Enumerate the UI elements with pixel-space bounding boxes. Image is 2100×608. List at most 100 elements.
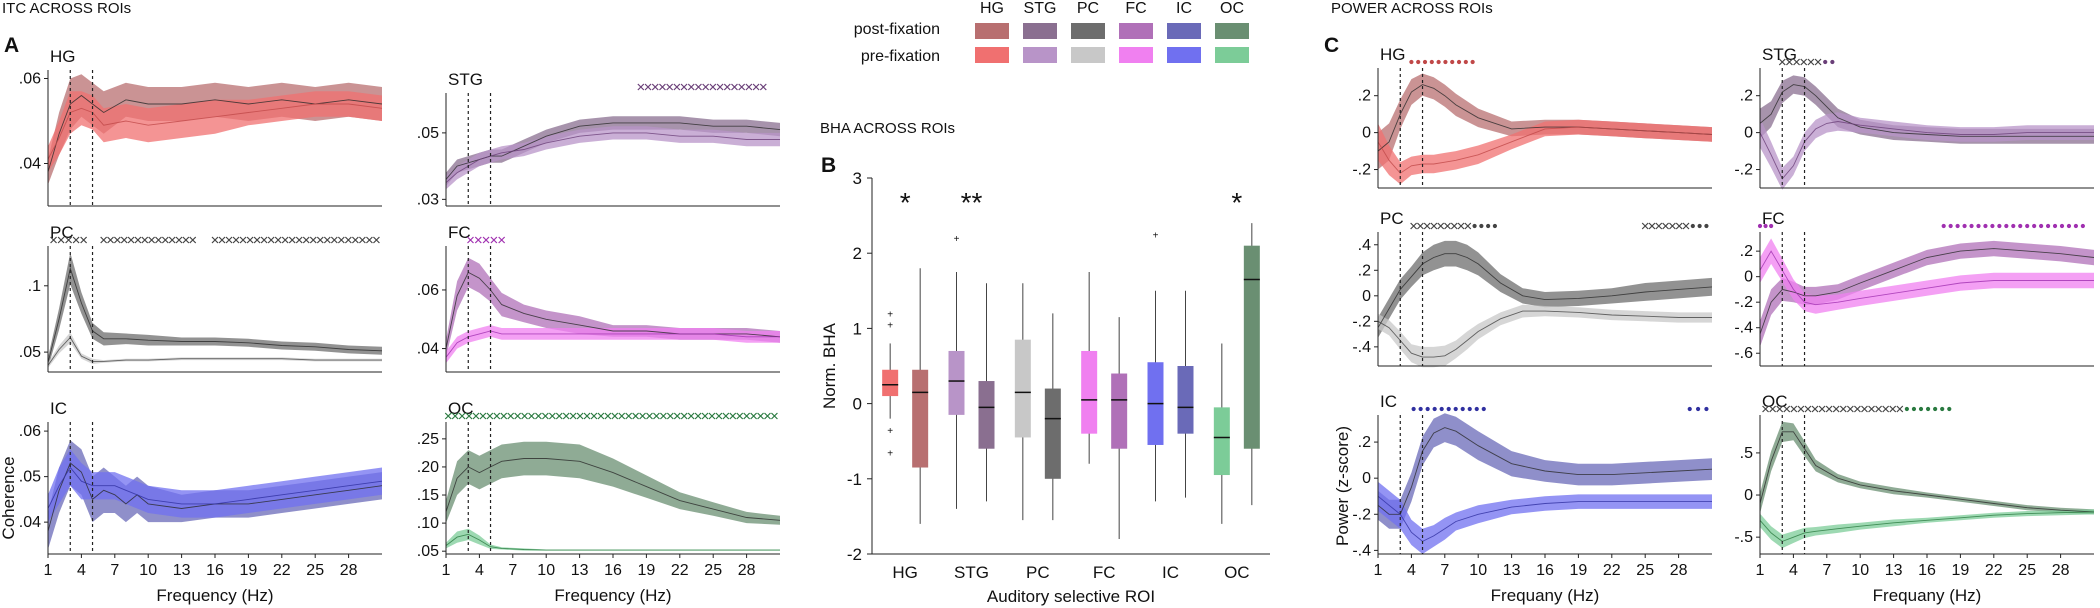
a-pc-sig-marker [65, 236, 73, 244]
c-ic-xtick-label: 13 [1503, 562, 1521, 579]
a-pc-sig-marker [281, 236, 289, 244]
c-ic-ytick-label: -.2 [1352, 506, 1371, 523]
a-ic-title: IC [50, 399, 67, 418]
c-ic-sig-marker [1467, 406, 1472, 412]
a-stg-sig-marker [738, 83, 746, 91]
c-ic-sig-marker [1453, 406, 1458, 412]
c-stg-line-post [1759, 84, 2094, 137]
c-stg-sig-marker [1785, 58, 1793, 66]
panel-b-xtick-label: STG [954, 563, 989, 582]
a-oc-sig-marker [659, 412, 667, 420]
a-oc-line-post [445, 458, 781, 521]
a-ic-ytick-label: .06 [19, 423, 41, 440]
a-stg-line-post [445, 122, 781, 180]
a-stg-sig-marker [695, 83, 702, 91]
c-pc-line-post [1377, 253, 1713, 328]
c-oc-line-post [1759, 431, 2095, 513]
legend-swatch-pre-fc [1119, 47, 1153, 63]
c-pc-sig-marker [1430, 222, 1438, 230]
legend-swatch-pre-oc [1215, 47, 1249, 63]
c-oc-sig-marker [1811, 405, 1819, 413]
c-oc-sig-marker [1875, 405, 1883, 413]
a-oc-sig-marker [479, 412, 487, 420]
a-oc-sig-marker [569, 412, 577, 420]
a-ic-xtick-label: 13 [173, 562, 191, 579]
a-stg-band-pre [446, 126, 780, 190]
c-oc-ytick-label: .5 [1740, 445, 1753, 462]
a-oc-sig-marker [625, 412, 633, 420]
a-pc-sig-marker [107, 236, 114, 244]
c-fc-title: FC [1762, 209, 1785, 228]
panel-b-significance: ** [961, 187, 983, 218]
c-hg-sig-marker [1416, 59, 1421, 65]
c-ic-sig-marker [1425, 406, 1430, 412]
c-oc-sig-marker [1933, 406, 1938, 412]
c-oc-xtick-label: 4 [1789, 562, 1798, 579]
c-fc-sig-marker [1969, 223, 1974, 229]
c-oc-sig-marker [1832, 405, 1840, 413]
a-stg-sig-marker [752, 83, 760, 91]
a-stg-sig-marker [637, 83, 645, 91]
panel-b-ytick-label: 0 [853, 395, 862, 414]
c-fc-ytick-label: -.4 [1734, 320, 1753, 337]
a-oc-sig-marker [611, 412, 619, 420]
a-oc-xtick-label: 10 [537, 562, 555, 579]
legend-roi-hg: HG [980, 0, 1004, 17]
c-hg-sig-marker [1436, 59, 1441, 65]
a-oc-sig-marker [507, 412, 515, 420]
c-oc-sig-marker [1839, 405, 1847, 413]
a-fc-band-post [446, 257, 780, 358]
c-ic-xtick-label: 7 [1440, 562, 1449, 579]
panel-b-xtick-label: PC [1026, 563, 1050, 582]
a-stg-sig-marker [673, 83, 681, 91]
box-fc-post-box [1111, 373, 1128, 449]
a-oc-ytick-label: .05 [417, 543, 439, 560]
a-pc-sig-marker [295, 236, 303, 244]
c-hg-ytick-label: 0 [1362, 125, 1371, 142]
c-ic-xtick-label: 1 [1374, 562, 1383, 579]
a-fc-ytick-label: .06 [417, 282, 439, 299]
c-pc-sig-marker [1423, 222, 1431, 230]
a-oc-sig-marker [451, 412, 459, 420]
a-oc-sig-marker [764, 412, 771, 420]
a-fc-sig-marker [490, 236, 498, 244]
c-ic-xtick-label: 4 [1407, 562, 1416, 579]
c-oc-xtick-label: 13 [1885, 562, 1903, 579]
a-ic-xlabel: Frequency (Hz) [156, 586, 273, 605]
c-oc-xlabel: Frequany (Hz) [1873, 586, 1982, 605]
c-stg-title: STG [1762, 45, 1797, 64]
c-stg-sig-marker [1814, 58, 1822, 66]
c-hg-ytick-label: -.2 [1352, 162, 1371, 179]
c-ic-title: IC [1380, 392, 1397, 411]
c-stg-ytick-label: -.2 [1734, 162, 1753, 179]
a-oc-line-pre [445, 533, 780, 551]
c-pc-sig-marker [1697, 223, 1702, 229]
a-oc-xtick-label: 13 [571, 562, 589, 579]
a-oc-xtick-label: 22 [671, 562, 689, 579]
c-oc-sig-marker [1804, 405, 1812, 413]
c-pc-sig-marker [1682, 222, 1690, 230]
a-oc-xtick-label: 19 [638, 562, 656, 579]
c-oc-xtick-label: 7 [1822, 562, 1831, 579]
c-pc-sig-marker [1479, 223, 1484, 229]
c-fc-line-pre [1759, 250, 2094, 306]
panel-letter-a: A [4, 34, 19, 57]
c-ic-sig-marker [1411, 406, 1416, 412]
box-oc-pre-box [1213, 407, 1230, 476]
c-pc-ytick-label: -.4 [1352, 339, 1371, 356]
a-oc-sig-marker [680, 412, 688, 420]
c-oc-ytick-label: 0 [1744, 487, 1753, 504]
c-pc-band-post [1378, 240, 1712, 338]
c-oc-sig-marker [1853, 405, 1861, 413]
box-ic-post-box [1177, 366, 1194, 434]
c-oc-sig-marker [1818, 405, 1826, 413]
c-oc-xtick-label: 16 [1918, 562, 1936, 579]
legend-swatch-pre-hg [975, 47, 1009, 63]
c-oc-line-pre [1759, 511, 2095, 542]
box-hg-pre-outlier: + [887, 321, 893, 332]
c-ic-sig-marker [1481, 406, 1486, 412]
c-hg-sig-marker [1470, 59, 1475, 65]
a-ic-xtick-label: 22 [273, 562, 291, 579]
a-stg-sig-marker [716, 83, 724, 91]
